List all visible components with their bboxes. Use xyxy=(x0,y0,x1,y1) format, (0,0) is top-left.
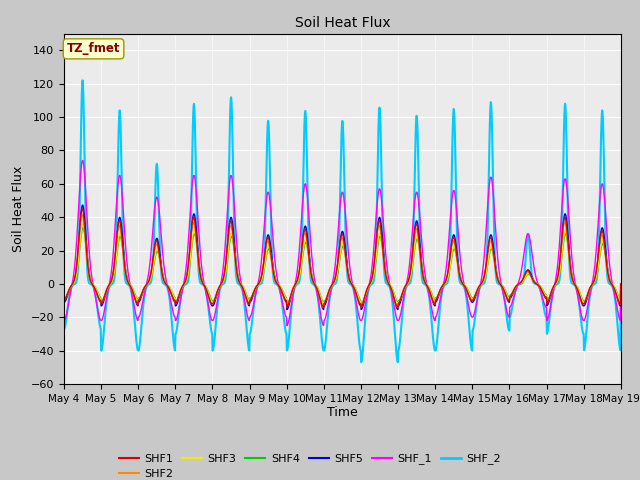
X-axis label: Time: Time xyxy=(327,407,358,420)
Text: TZ_fmet: TZ_fmet xyxy=(67,42,120,55)
Y-axis label: Soil Heat Flux: Soil Heat Flux xyxy=(12,166,25,252)
Legend: SHF1, SHF2, SHF3, SHF4, SHF5, SHF_1, SHF_2: SHF1, SHF2, SHF3, SHF4, SHF5, SHF_1, SHF… xyxy=(114,449,506,480)
Title: Soil Heat Flux: Soil Heat Flux xyxy=(294,16,390,30)
